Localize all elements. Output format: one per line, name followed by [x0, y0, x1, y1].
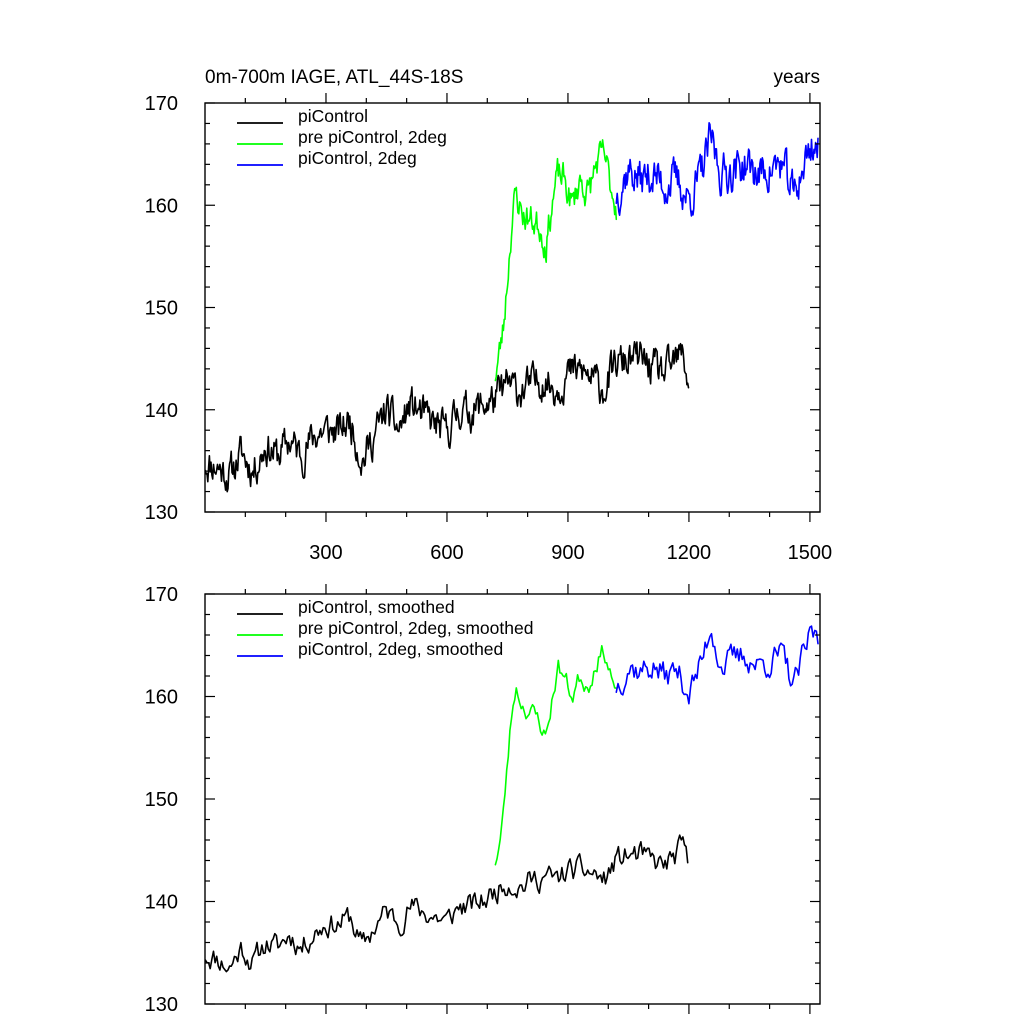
top-panel: 0m-700m IAGE, ATL_44S-18S years 130 140 150 1… — [145, 67, 833, 564]
series-line-0 — [205, 834, 689, 973]
y-tick-label: 160 — [145, 195, 178, 217]
x-tick-label: 1500 — [788, 542, 833, 564]
series-line-2 — [615, 122, 819, 217]
legend-label: pre piControl, 2deg — [298, 127, 447, 147]
y-tick-label: 170 — [145, 584, 178, 606]
y-tick-label: 130 — [145, 994, 178, 1016]
y-tick-label: 140 — [145, 892, 178, 914]
x-tick-label: 1200 — [667, 542, 712, 564]
x-tick-label: 300 — [309, 542, 342, 564]
y-tick-label: 150 — [145, 789, 178, 811]
series-line-2 — [615, 625, 819, 705]
x-tick-label: 600 — [430, 542, 463, 564]
y-tick-label: 140 — [145, 400, 178, 422]
units-label: years — [774, 67, 820, 88]
plot-area — [205, 122, 819, 493]
y-tick-label: 170 — [145, 93, 178, 115]
legend-label: pre piControl, 2deg, smoothed — [298, 618, 533, 638]
series-line-1 — [494, 139, 618, 382]
series-line-0 — [205, 341, 690, 493]
plot-area — [205, 625, 819, 973]
legend-label: piControl, 2deg — [298, 148, 417, 168]
x-tick-label: 900 — [551, 542, 584, 564]
legend-label: piControl, 2deg, smoothed — [298, 639, 503, 659]
legend-label: piControl — [298, 106, 368, 126]
y-tick-label: 130 — [145, 502, 178, 524]
chart-title: 0m-700m IAGE, ATL_44S-18S — [205, 67, 463, 88]
legend-label: piControl, smoothed — [298, 597, 455, 617]
series-line-1 — [494, 645, 618, 866]
y-tick-label: 150 — [145, 298, 178, 320]
y-tick-label: 160 — [145, 687, 178, 709]
